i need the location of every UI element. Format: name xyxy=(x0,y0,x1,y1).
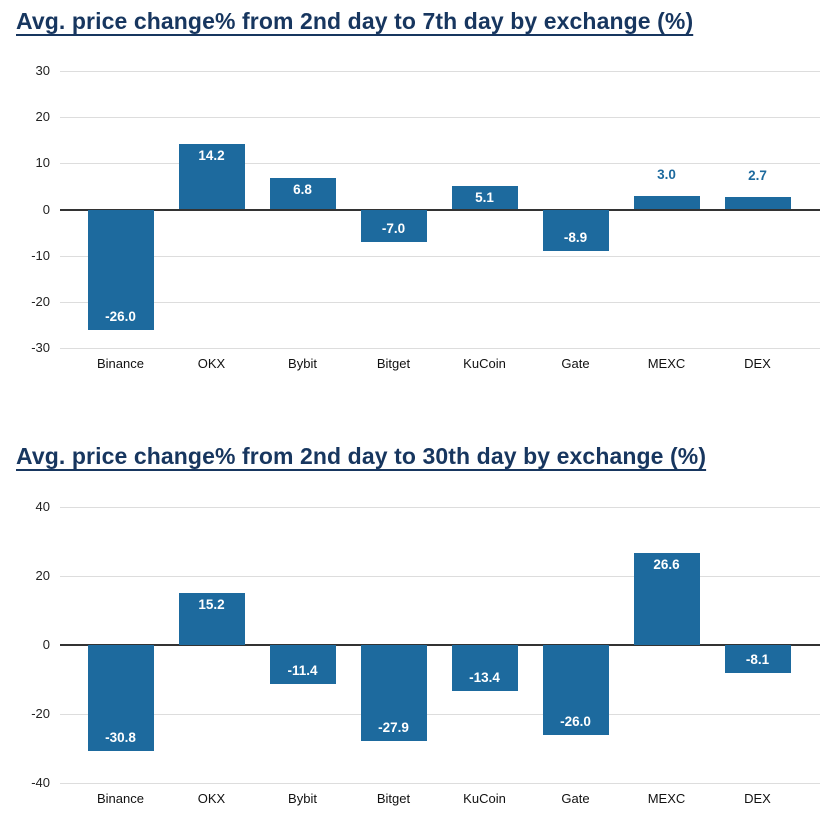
bar xyxy=(87,645,154,752)
y-tick-label: 20 xyxy=(35,568,50,583)
bar-chart-7day: 30 20 10 0 -10 -20 -30 -26.0 Binance 14.2 OKX 6.8 By… xyxy=(31,63,820,371)
bar xyxy=(269,178,336,210)
bar xyxy=(87,209,154,330)
bar-value-label: -27.9 xyxy=(378,720,409,736)
bar xyxy=(360,209,427,242)
x-category-label: MEXC xyxy=(647,791,686,806)
x-category-label: Gate xyxy=(561,791,590,806)
bar-value-label: -8.1 xyxy=(745,651,770,667)
chart-title-7day: Avg. price change% from 2nd day to 7th d… xyxy=(16,8,694,34)
bar-value-label: 3.0 xyxy=(657,166,676,182)
x-category-label: DEX xyxy=(744,356,771,371)
y-tick-label: 0 xyxy=(42,637,50,652)
bar xyxy=(633,195,700,210)
bar-value-label: 5.1 xyxy=(475,189,494,205)
y-tick-label: -40 xyxy=(31,775,50,790)
grid-line xyxy=(60,117,820,119)
bar-value-label: -11.4 xyxy=(287,663,318,679)
y-tick-label: -20 xyxy=(31,706,50,721)
grid-line xyxy=(60,714,820,715)
x-category-label: DEX xyxy=(744,791,771,806)
grid-line xyxy=(60,576,820,577)
bar xyxy=(360,645,427,742)
y-tick-label: -10 xyxy=(31,247,50,263)
grid-line xyxy=(60,301,820,303)
y-tick-label: 0 xyxy=(42,201,50,217)
bar xyxy=(178,592,245,645)
bar-value-label: -13.4 xyxy=(469,670,500,686)
y-tick-label: -20 xyxy=(31,293,50,309)
bar xyxy=(178,143,245,210)
y-tick-label: 20 xyxy=(35,109,50,125)
bar xyxy=(724,645,791,673)
bar xyxy=(451,645,518,692)
bar-value-label: 14.2 xyxy=(198,147,225,163)
bar-value-label: -8.9 xyxy=(563,229,588,245)
grid-line xyxy=(60,71,820,72)
x-category-label: OKX xyxy=(197,356,226,371)
bar-value-label: -7.0 xyxy=(381,220,406,236)
x-category-label: KuCoin xyxy=(463,791,506,806)
grid-line xyxy=(60,783,820,784)
x-category-label: Bitget xyxy=(376,356,411,371)
y-tick-label: -30 xyxy=(31,340,50,355)
bar xyxy=(451,185,518,210)
bar-value-label: 6.8 xyxy=(293,182,312,198)
grid-line xyxy=(60,255,820,257)
y-tick-label: 30 xyxy=(35,63,50,78)
grid-line xyxy=(60,163,820,165)
bar-value-label: 15.2 xyxy=(198,596,225,612)
bar-chart-30day: 40 20 0 -20 -40 -30.8 Binance 15.2 OKX -11.4 Bybit… xyxy=(31,499,820,806)
bar xyxy=(542,209,609,251)
x-category-label: KuCoin xyxy=(463,356,506,371)
bar xyxy=(724,197,791,210)
grid-line xyxy=(60,507,820,508)
bar xyxy=(633,553,700,645)
bar xyxy=(269,645,336,685)
y-tick-label: 10 xyxy=(35,155,50,171)
bar-value-label: -26.0 xyxy=(560,713,591,729)
x-category-label: MEXC xyxy=(647,356,686,371)
x-category-label: OKX xyxy=(197,791,226,806)
x-category-label: Bitget xyxy=(376,791,411,806)
x-category-label: Binance xyxy=(97,356,144,371)
x-category-label: Gate xyxy=(561,356,590,371)
x-category-label: Bybit xyxy=(288,356,317,371)
bar xyxy=(542,645,609,735)
x-category-label: Bybit xyxy=(288,791,317,806)
grid-line xyxy=(60,348,820,349)
bar-value-label: 26.6 xyxy=(653,557,680,573)
zero-axis-line xyxy=(60,644,820,646)
bar-value-label: -26.0 xyxy=(105,308,136,324)
x-category-label: Binance xyxy=(97,791,144,806)
chart-title-30day: Avg. price change% from 2nd day to 30th … xyxy=(16,443,707,469)
bar-value-label: -30.8 xyxy=(105,730,136,746)
y-tick-label: 40 xyxy=(35,499,50,514)
zero-axis-line xyxy=(60,208,820,211)
bar-value-label: 2.7 xyxy=(748,168,767,184)
